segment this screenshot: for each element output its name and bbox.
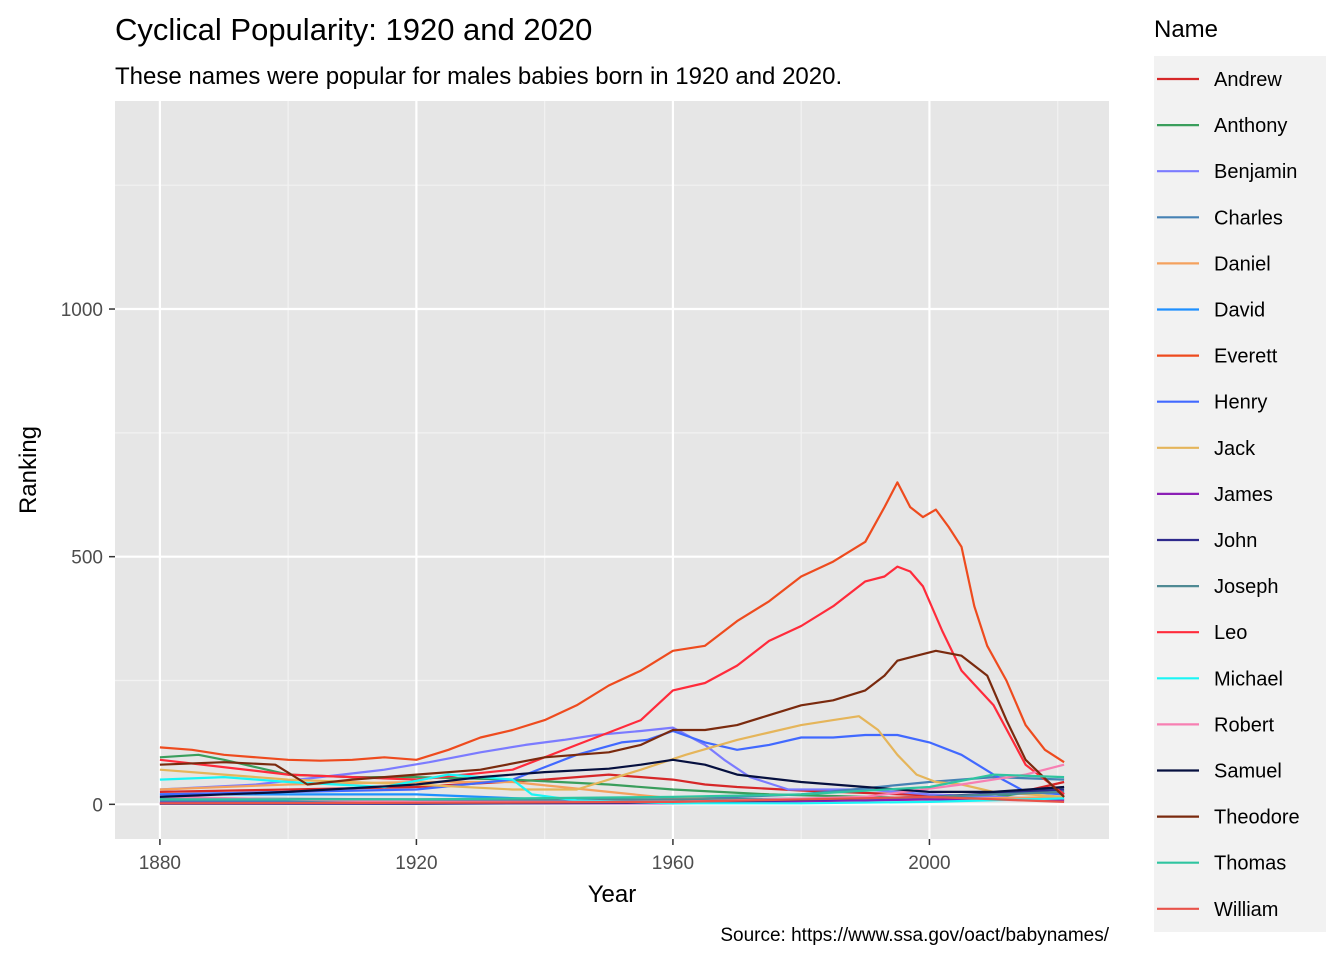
legend-item-michael: Michael bbox=[1157, 668, 1283, 690]
legend-items: Andrew Anthony Benjamin Charles Daniel David E… bbox=[1157, 69, 1300, 921]
legend-label: Henry bbox=[1214, 392, 1267, 414]
legend-label: James bbox=[1214, 484, 1273, 506]
series-line-samuel bbox=[159, 758, 1065, 798]
legend-label: Charles bbox=[1214, 207, 1283, 229]
legend-label: Anthony bbox=[1214, 115, 1287, 137]
series-line-thomas bbox=[159, 773, 1065, 801]
series-line-everett bbox=[159, 481, 1065, 764]
chart-title: Cyclical Popularity: 1920 and 2020 bbox=[115, 12, 592, 47]
y-tick-label: 0 bbox=[92, 795, 103, 816]
legend-item-daniel: Daniel bbox=[1157, 253, 1271, 275]
x-tick-label: 1920 bbox=[395, 853, 437, 874]
legend-item-james: James bbox=[1157, 484, 1273, 506]
series-line-henry bbox=[159, 729, 1065, 796]
legend-label: Thomas bbox=[1214, 853, 1286, 875]
legend-label: Benjamin bbox=[1214, 161, 1297, 183]
legend-label: Robert bbox=[1214, 714, 1274, 736]
legend-label: Daniel bbox=[1214, 253, 1271, 275]
x-axis-ticks: 1880 1920 1960 2000 bbox=[139, 839, 951, 874]
legend-label: Michael bbox=[1214, 668, 1283, 690]
legend-label: Everett bbox=[1214, 346, 1278, 368]
legend-item-joseph: Joseph bbox=[1157, 576, 1279, 598]
y-tick-label: 500 bbox=[71, 548, 103, 569]
legend-item-benjamin: Benjamin bbox=[1157, 161, 1297, 183]
x-axis-title: Year bbox=[588, 881, 637, 908]
series-line-theodore bbox=[159, 649, 1065, 798]
series-line-jack bbox=[159, 715, 1065, 798]
legend-item-anthony: Anthony bbox=[1157, 115, 1287, 137]
x-tick-label: 1880 bbox=[139, 853, 181, 874]
legend-item-thomas: Thomas bbox=[1157, 853, 1286, 875]
series-line-michael bbox=[159, 773, 1065, 805]
legend-label: Jack bbox=[1214, 438, 1256, 460]
legend-label: Leo bbox=[1214, 622, 1247, 644]
legend-title: Name bbox=[1154, 16, 1218, 43]
legend-item-john: John bbox=[1157, 530, 1257, 552]
legend-label: Theodore bbox=[1214, 807, 1300, 829]
legend-label: David bbox=[1214, 300, 1265, 322]
y-tick-label: 1000 bbox=[61, 300, 103, 321]
chart-subtitle: These names were popular for males babie… bbox=[115, 63, 842, 90]
series-lines bbox=[159, 481, 1065, 805]
x-tick-label: 1960 bbox=[652, 853, 694, 874]
legend-item-robert: Robert bbox=[1157, 714, 1274, 736]
legend-item-leo: Leo bbox=[1157, 622, 1247, 644]
series-line-william bbox=[159, 795, 1065, 805]
legend-item-william: William bbox=[1157, 899, 1278, 921]
plot-panel bbox=[115, 101, 1109, 839]
minor-gridlines bbox=[115, 101, 1109, 839]
legend-label: William bbox=[1214, 899, 1278, 921]
legend-item-david: David bbox=[1157, 300, 1265, 322]
legend: Name Andrew Anthony Benjamin Charles Daniel D… bbox=[1154, 16, 1326, 932]
y-axis-title: Ranking bbox=[15, 426, 42, 514]
legend-label: Joseph bbox=[1214, 576, 1279, 598]
x-tick-label: 2000 bbox=[908, 853, 950, 874]
source-caption: Source: https://www.ssa.gov/oact/babynam… bbox=[720, 925, 1109, 946]
legend-label: John bbox=[1214, 530, 1257, 552]
legend-item-theodore: Theodore bbox=[1157, 807, 1300, 829]
legend-label: Samuel bbox=[1214, 761, 1282, 783]
legend-item-jack: Jack bbox=[1157, 438, 1256, 460]
legend-item-andrew: Andrew bbox=[1157, 69, 1282, 91]
legend-item-charles: Charles bbox=[1157, 207, 1283, 229]
legend-label: Andrew bbox=[1214, 69, 1282, 91]
legend-item-samuel: Samuel bbox=[1157, 761, 1282, 783]
series-line-benjamin bbox=[159, 726, 1065, 801]
legend-item-henry: Henry bbox=[1157, 392, 1267, 414]
y-axis-ticks: 0 500 1000 bbox=[61, 300, 115, 816]
legend-item-everett: Everett bbox=[1157, 346, 1278, 368]
